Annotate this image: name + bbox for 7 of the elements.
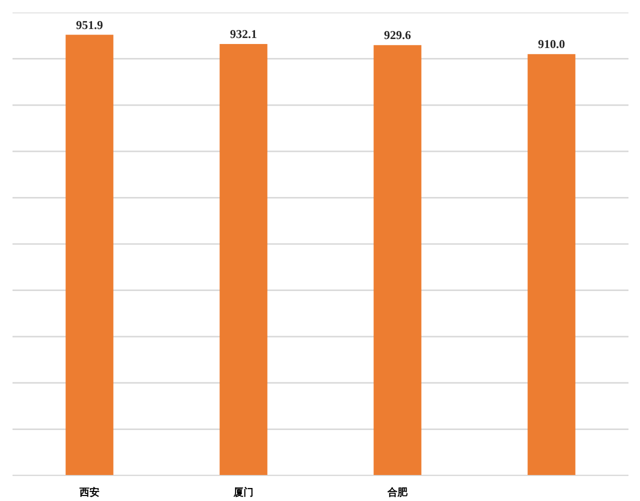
x-tick-label: 厦门 bbox=[232, 486, 254, 498]
data-label: 929.6 bbox=[384, 28, 411, 42]
data-label: 951.9 bbox=[76, 18, 103, 32]
x-tick-label: 西安 bbox=[78, 486, 100, 498]
data-label: 910.0 bbox=[538, 37, 565, 52]
x-tick-label: 合肥 bbox=[386, 486, 408, 498]
data-label: 932.1 bbox=[230, 26, 257, 41]
